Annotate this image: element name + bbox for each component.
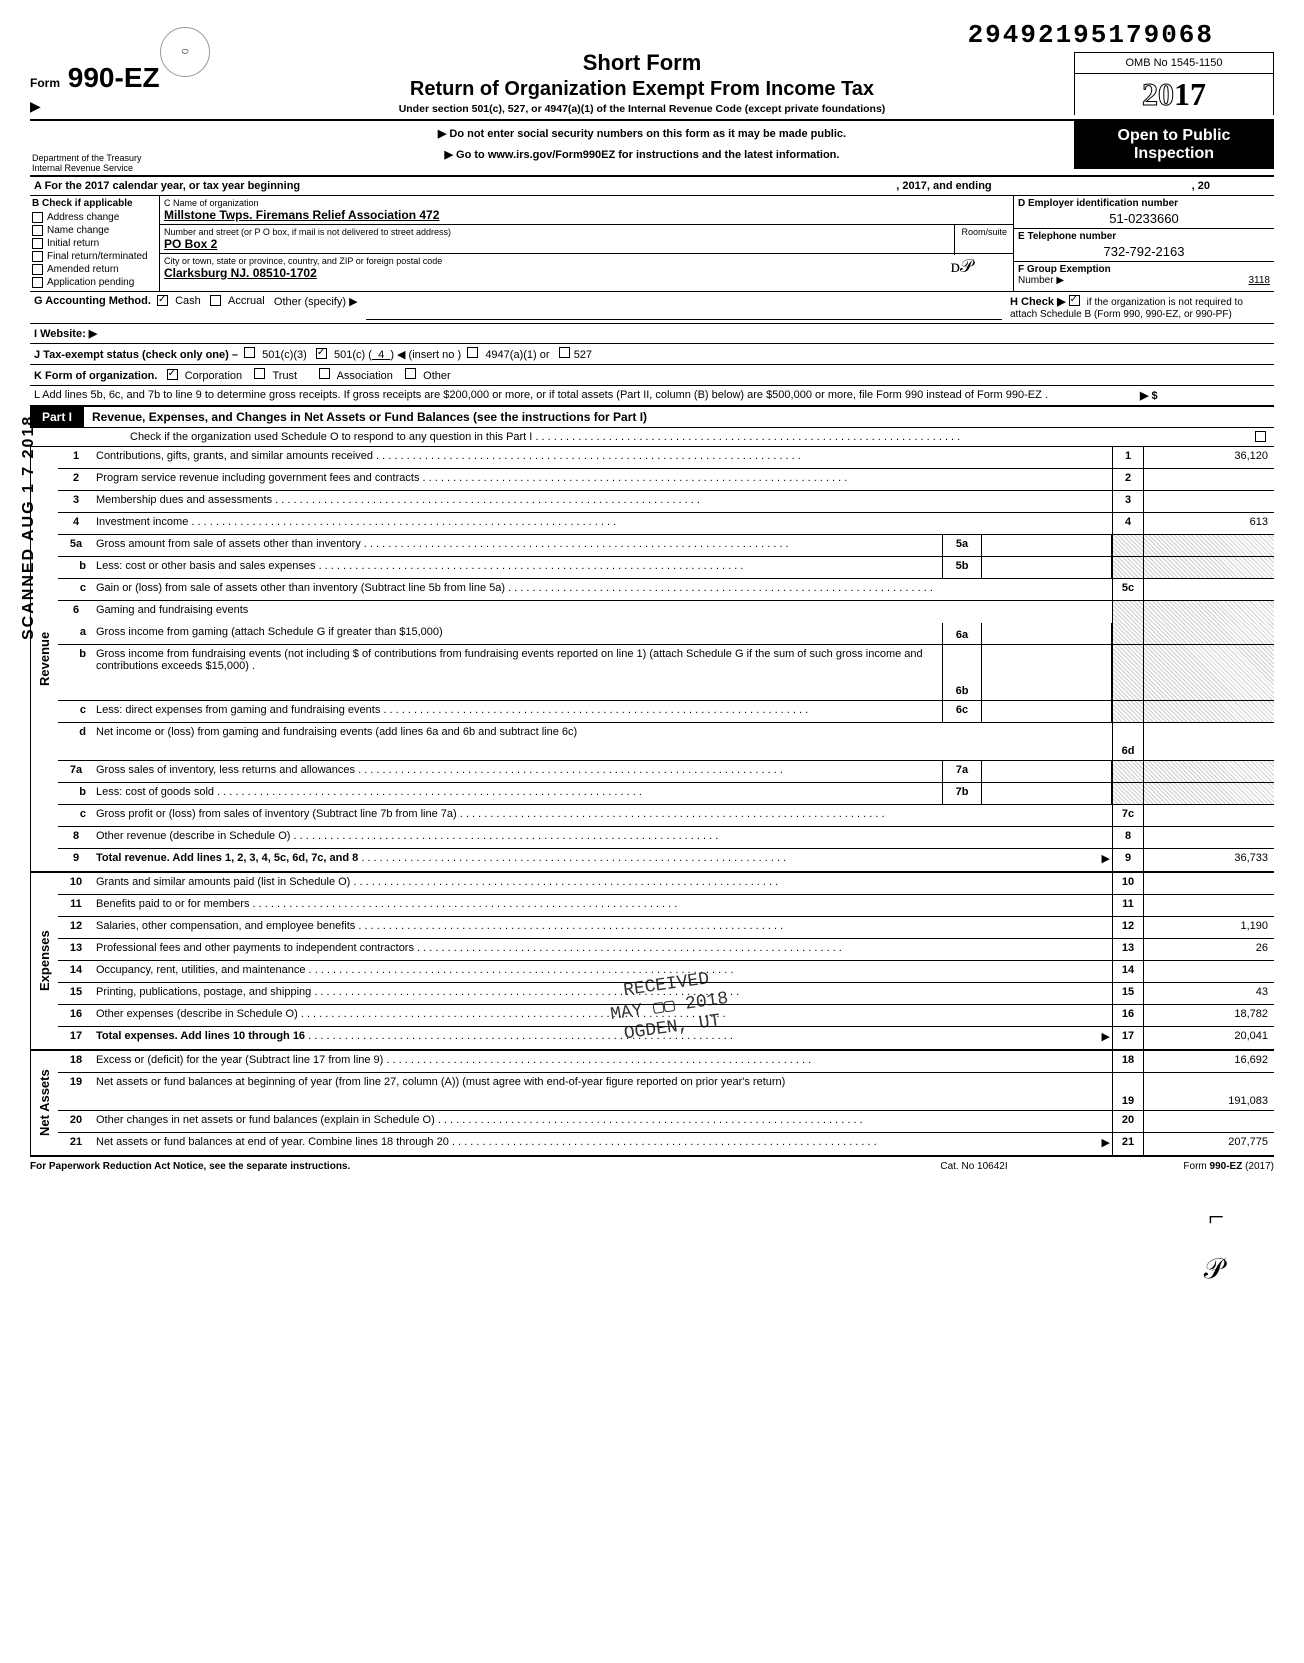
revenue-side-label: Revenue — [30, 447, 58, 871]
chk-address-change[interactable]: Address change — [32, 211, 157, 224]
chk-527[interactable] — [559, 347, 570, 358]
revenue-lines: 1 Contributions, gifts, grants, and simi… — [58, 447, 1274, 871]
top-document-number: 29492195179068 — [30, 20, 1274, 50]
title-block: Short Form Return of Organization Exempt… — [210, 50, 1074, 115]
expenses-side-label: Expenses — [30, 873, 58, 1049]
open-public: Open to Public Inspection — [1074, 121, 1274, 169]
line-18: 18Excess or (deficit) for the year (Subt… — [58, 1051, 1274, 1073]
expenses-lines: 10Grants and similar amounts paid (list … — [58, 873, 1274, 1049]
chk-4947a1[interactable] — [467, 347, 478, 358]
chk-schedule-o[interactable] — [1255, 431, 1266, 442]
line-20: 20Other changes in net assets or fund ba… — [58, 1111, 1274, 1133]
line-19: 19Net assets or fund balances at beginni… — [58, 1073, 1274, 1111]
chk-trust[interactable] — [254, 368, 265, 379]
column-c-org-info: C Name of organization Millstone Twps. F… — [160, 196, 1014, 291]
footer-form: Form 990-EZ (2017) — [1074, 1161, 1274, 1172]
line-6a: a Gross income from gaming (attach Sched… — [58, 623, 1274, 645]
group-exemption-field: F Group Exemption Number ▶3118 — [1014, 262, 1274, 288]
part1-header: Part I Revenue, Expenses, and Changes in… — [30, 407, 1274, 428]
line-1: 1 Contributions, gifts, grants, and simi… — [58, 447, 1274, 469]
title-main: Return of Organization Exempt From Incom… — [210, 78, 1074, 101]
line-2: 2 Program service revenue including gove… — [58, 469, 1274, 491]
chk-amended-return[interactable]: Amended return — [32, 263, 157, 276]
chk-association[interactable] — [319, 368, 330, 379]
row-l-gross-receipts: L Add lines 5b, 6c, and 7b to line 9 to … — [30, 386, 1274, 407]
org-city-field: ᴅ𝒫 City or town, state or province, coun… — [160, 254, 1013, 282]
row-i-website: I Website: ▶ — [30, 324, 1274, 344]
column-b-checkboxes: B Check if applicable Address change Nam… — [30, 196, 160, 291]
line-11: 11Benefits paid to or for members11 — [58, 895, 1274, 917]
org-name-field: C Name of organization Millstone Twps. F… — [160, 196, 1013, 225]
bottom-handwritten: ⌐ 𝒫 — [30, 1172, 1274, 1286]
chk-accrual[interactable] — [210, 295, 221, 306]
part1-title: Revenue, Expenses, and Changes in Net As… — [84, 410, 1274, 424]
title-note: Under section 501(c), 527, or 4947(a)(1)… — [210, 103, 1074, 115]
chk-application-pending[interactable]: Application pending — [32, 276, 157, 289]
handwritten-initials: ᴅ𝒫 — [951, 256, 973, 277]
chk-other-org[interactable] — [405, 368, 416, 379]
expenses-section: Expenses 10Grants and similar amounts pa… — [30, 873, 1274, 1051]
org-address-field: Room/suite Number and street (or P O box… — [160, 225, 1013, 254]
part1-label: Part I — [30, 407, 84, 427]
row-j-tax-exempt: J Tax-exempt status (check only one) – 5… — [30, 344, 1274, 365]
block-bcd: B Check if applicable Address change Nam… — [30, 196, 1274, 292]
row-a-tax-year: A For the 2017 calendar year, or tax yea… — [30, 177, 1274, 196]
line-16: 16Other expenses (describe in Schedule O… — [58, 1005, 1274, 1027]
line-7b: b Less: cost of goods sold 7b — [58, 783, 1274, 805]
line-15: 15Printing, publications, postage, and s… — [58, 983, 1274, 1005]
footer: For Paperwork Reduction Act Notice, see … — [30, 1157, 1274, 1172]
line-21: 21Net assets or fund balances at end of … — [58, 1133, 1274, 1155]
form-label-block: ⬭ Form 990-EZ ▶ — [30, 62, 210, 115]
line-17: 17Total expenses. Add lines 10 through 1… — [58, 1027, 1274, 1049]
line-6: 6 Gaming and fundraising events — [58, 601, 1274, 623]
line-6b: b Gross income from fundraising events (… — [58, 645, 1274, 701]
line-7a: 7a Gross sales of inventory, less return… — [58, 761, 1274, 783]
line-10: 10Grants and similar amounts paid (list … — [58, 873, 1274, 895]
row-g-accounting: G Accounting Method. Cash Accrual Other … — [30, 292, 1274, 324]
netassets-lines: 18Excess or (deficit) for the year (Subt… — [58, 1051, 1274, 1155]
footer-cat: Cat. No 10642I — [874, 1161, 1074, 1172]
line-5c: c Gain or (loss) from sale of assets oth… — [58, 579, 1274, 601]
omb-number: OMB No 1545-1150 — [1074, 52, 1274, 74]
line-5b: b Less: cost or other basis and sales ex… — [58, 557, 1274, 579]
chk-cash[interactable] — [157, 295, 168, 306]
ein-field: D Employer identification number 51-0233… — [1014, 196, 1274, 229]
revenue-section: Revenue 1 Contributions, gifts, grants, … — [30, 447, 1274, 873]
chk-initial-return[interactable]: Initial return — [32, 237, 157, 250]
chk-corporation[interactable] — [167, 369, 178, 380]
line-5a: 5a Gross amount from sale of assets othe… — [58, 535, 1274, 557]
page-wrap: SCANNED AUG 1 7 2018 29492195179068 ⬭ Fo… — [30, 20, 1274, 1286]
line-6d: d Net income or (loss) from gaming and f… — [58, 723, 1274, 761]
column-d-ein-tel: D Employer identification number 51-0233… — [1014, 196, 1274, 291]
tax-year: 20201717 — [1074, 74, 1274, 115]
line-8: 8 Other revenue (describe in Schedule O)… — [58, 827, 1274, 849]
chk-name-change[interactable]: Name change — [32, 224, 157, 237]
footer-left: For Paperwork Reduction Act Notice, see … — [30, 1161, 874, 1172]
chk-501c3[interactable] — [244, 347, 255, 358]
line-4: 4 Investment income 4 613 — [58, 513, 1274, 535]
line-7c: c Gross profit or (loss) from sales of i… — [58, 805, 1274, 827]
line-6c: c Less: direct expenses from gaming and … — [58, 701, 1274, 723]
chk-h-schedule-b[interactable] — [1069, 295, 1080, 306]
line-14: 14Occupancy, rent, utilities, and mainte… — [58, 961, 1274, 983]
chk-final-return[interactable]: Final return/terminated — [32, 250, 157, 263]
title-short: Short Form — [210, 50, 1074, 76]
chk-501c[interactable] — [316, 348, 327, 359]
seal-icon: ⬭ — [160, 27, 210, 77]
arrow-notes: ▶ Do not enter social security numbers o… — [210, 121, 1074, 175]
line-3: 3 Membership dues and assessments 3 — [58, 491, 1274, 513]
row-k-form-org: K Form of organization. Corporation Trus… — [30, 365, 1274, 386]
part1-check-row: Check if the organization used Schedule … — [30, 428, 1274, 447]
netassets-side-label: Net Assets — [30, 1051, 58, 1155]
line-9: 9 Total revenue. Add lines 1, 2, 3, 4, 5… — [58, 849, 1274, 871]
right-header: OMB No 1545-1150 20201717 — [1074, 52, 1274, 115]
open-public-block: Open to Public Inspection — [1074, 121, 1274, 175]
tel-field: E Telephone number 732-792-2163 — [1014, 229, 1274, 262]
form-header: ⬭ Form 990-EZ ▶ Short Form Return of Org… — [30, 50, 1274, 121]
line-12: 12Salaries, other compensation, and empl… — [58, 917, 1274, 939]
dept-block: Department of the Treasury Internal Reve… — [30, 121, 210, 175]
line-13: 13Professional fees and other payments t… — [58, 939, 1274, 961]
sub-header: Department of the Treasury Internal Reve… — [30, 121, 1274, 177]
netassets-section: Net Assets 18Excess or (deficit) for the… — [30, 1051, 1274, 1157]
